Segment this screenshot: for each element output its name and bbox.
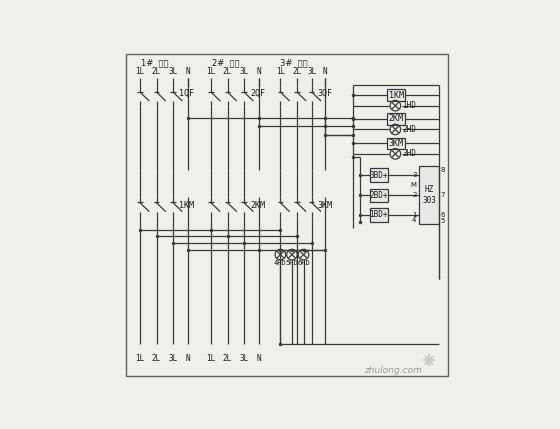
Text: 6: 6: [441, 212, 445, 218]
Text: 1L: 1L: [136, 353, 144, 363]
Text: zhulong.com: zhulong.com: [364, 366, 422, 375]
Text: 5: 5: [441, 218, 445, 224]
Text: 3L: 3L: [307, 67, 316, 76]
Text: N: N: [256, 353, 261, 363]
Text: 2L: 2L: [223, 353, 232, 363]
Text: 2: 2: [412, 192, 417, 198]
Bar: [387, 89, 405, 101]
Text: 3L: 3L: [169, 67, 178, 76]
Bar: [370, 189, 388, 202]
Text: 1L: 1L: [207, 67, 216, 76]
Text: 2QF: 2QF: [250, 89, 265, 98]
Text: 1L: 1L: [207, 353, 216, 363]
Text: 1HD: 1HD: [403, 101, 417, 110]
Bar: [387, 113, 405, 125]
Text: N: N: [185, 67, 190, 76]
Text: N: N: [185, 353, 190, 363]
Text: 2BD+: 2BD+: [370, 190, 388, 199]
Text: 6HD: 6HD: [297, 260, 310, 266]
Text: 7: 7: [441, 192, 445, 198]
Text: 1: 1: [412, 212, 417, 218]
Text: M: M: [410, 182, 417, 188]
Text: 2#  电源: 2# 电源: [212, 58, 240, 67]
Text: 3L: 3L: [240, 67, 249, 76]
Text: 3#  电源: 3# 电源: [280, 58, 307, 67]
Text: 3QF: 3QF: [318, 89, 333, 98]
Text: 8: 8: [441, 166, 445, 172]
Bar: [370, 208, 388, 222]
Text: 1L: 1L: [136, 67, 144, 76]
Text: 1#  电源: 1# 电源: [141, 58, 169, 67]
Bar: [419, 166, 439, 224]
Text: HZ
303: HZ 303: [422, 185, 436, 205]
Text: 1KM: 1KM: [389, 91, 404, 100]
Text: 2L: 2L: [223, 67, 232, 76]
Text: 2L: 2L: [152, 353, 161, 363]
Text: 3KM: 3KM: [389, 139, 404, 148]
Text: 5HD: 5HD: [286, 260, 298, 266]
Text: 3L: 3L: [169, 353, 178, 363]
Bar: [370, 169, 388, 181]
Text: 4: 4: [412, 217, 417, 223]
Text: N: N: [256, 67, 261, 76]
Text: 1L: 1L: [276, 67, 285, 76]
Text: 3: 3: [412, 172, 417, 178]
Text: 4HD: 4HD: [274, 260, 287, 266]
Text: 1BD+: 1BD+: [370, 211, 388, 220]
Text: 2HD: 2HD: [403, 125, 417, 134]
Text: 2KM: 2KM: [389, 115, 404, 124]
Text: 1KM: 1KM: [179, 201, 194, 210]
Text: 3KM: 3KM: [318, 201, 333, 210]
Text: N: N: [323, 67, 327, 76]
Bar: [387, 138, 405, 149]
Text: 3BD+: 3BD+: [370, 170, 388, 179]
Text: 2KM: 2KM: [250, 201, 265, 210]
Text: 2L: 2L: [152, 67, 161, 76]
Text: 3L: 3L: [240, 353, 249, 363]
Text: 1QF: 1QF: [179, 89, 194, 98]
Text: 3HD: 3HD: [403, 149, 417, 158]
Text: 2L: 2L: [292, 67, 301, 76]
